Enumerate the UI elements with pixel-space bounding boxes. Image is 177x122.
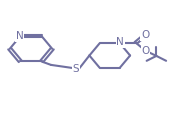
- Text: O: O: [141, 46, 150, 56]
- Text: O: O: [141, 30, 149, 40]
- Text: S: S: [73, 64, 79, 74]
- Text: N: N: [16, 31, 23, 41]
- Text: N: N: [116, 37, 124, 47]
